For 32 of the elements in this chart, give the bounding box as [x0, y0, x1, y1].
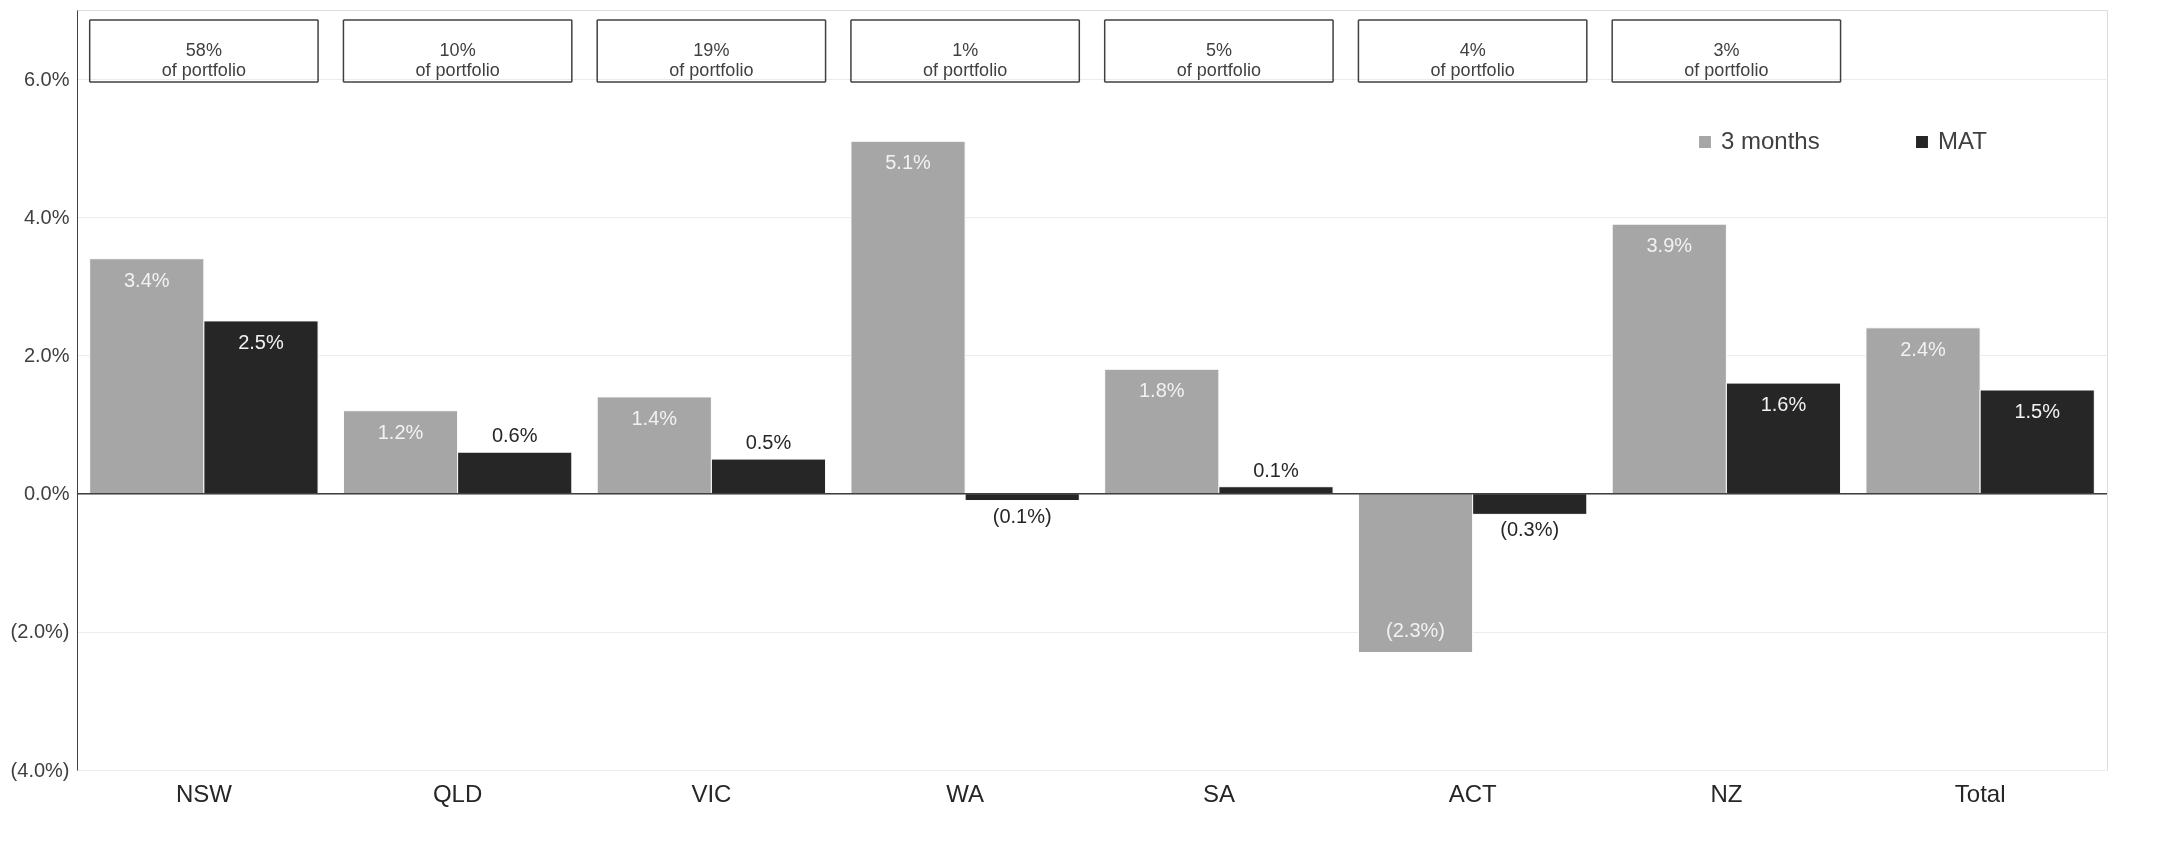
data-label: 1.4%: [631, 406, 678, 429]
x-tick-label: VIC: [691, 779, 732, 807]
x-tick-label: Total: [1954, 779, 2006, 807]
data-label: 3.9%: [1646, 234, 1693, 257]
data-label: 0.1%: [1253, 458, 1299, 481]
x-tick-label: QLD: [432, 779, 483, 807]
x-tick-label: SA: [1202, 779, 1235, 807]
data-label: (2.3%): [1386, 618, 1445, 641]
data-label: (0.1%): [992, 504, 1052, 527]
data-label: 0.5%: [745, 431, 792, 454]
y-tick-label: (4.0%): [10, 758, 70, 781]
y-tick-label: (2.0%): [10, 620, 70, 643]
y-tick-label: 6.0%: [23, 67, 70, 90]
x-tick-label: NSW: [175, 779, 233, 807]
data-label: 1.2%: [377, 420, 424, 443]
y-tick-label: 2.0%: [23, 343, 70, 366]
data-label: 1.5%: [2014, 400, 2061, 422]
x-tick-label: NZ: [1710, 779, 1743, 807]
x-tick-label: ACT: [1448, 779, 1497, 807]
legend-label: 3 months: [1721, 127, 1820, 154]
data-label: 3.4%: [123, 268, 170, 291]
data-label: 0.6%: [491, 424, 538, 447]
y-tick-label: 0.0%: [23, 482, 70, 505]
legend-label: MAT: [1938, 127, 1988, 154]
data-label: 2.5%: [238, 330, 284, 353]
data-label: 1.6%: [1760, 393, 1807, 416]
data-label: 5.1%: [885, 151, 932, 174]
data-label: (0.3%): [1500, 518, 1560, 541]
data-label: 1.8%: [1138, 379, 1185, 402]
x-tick-label: WA: [946, 779, 985, 807]
y-tick-label: 4.0%: [23, 205, 70, 228]
data-label: 2.4%: [1900, 337, 1947, 360]
